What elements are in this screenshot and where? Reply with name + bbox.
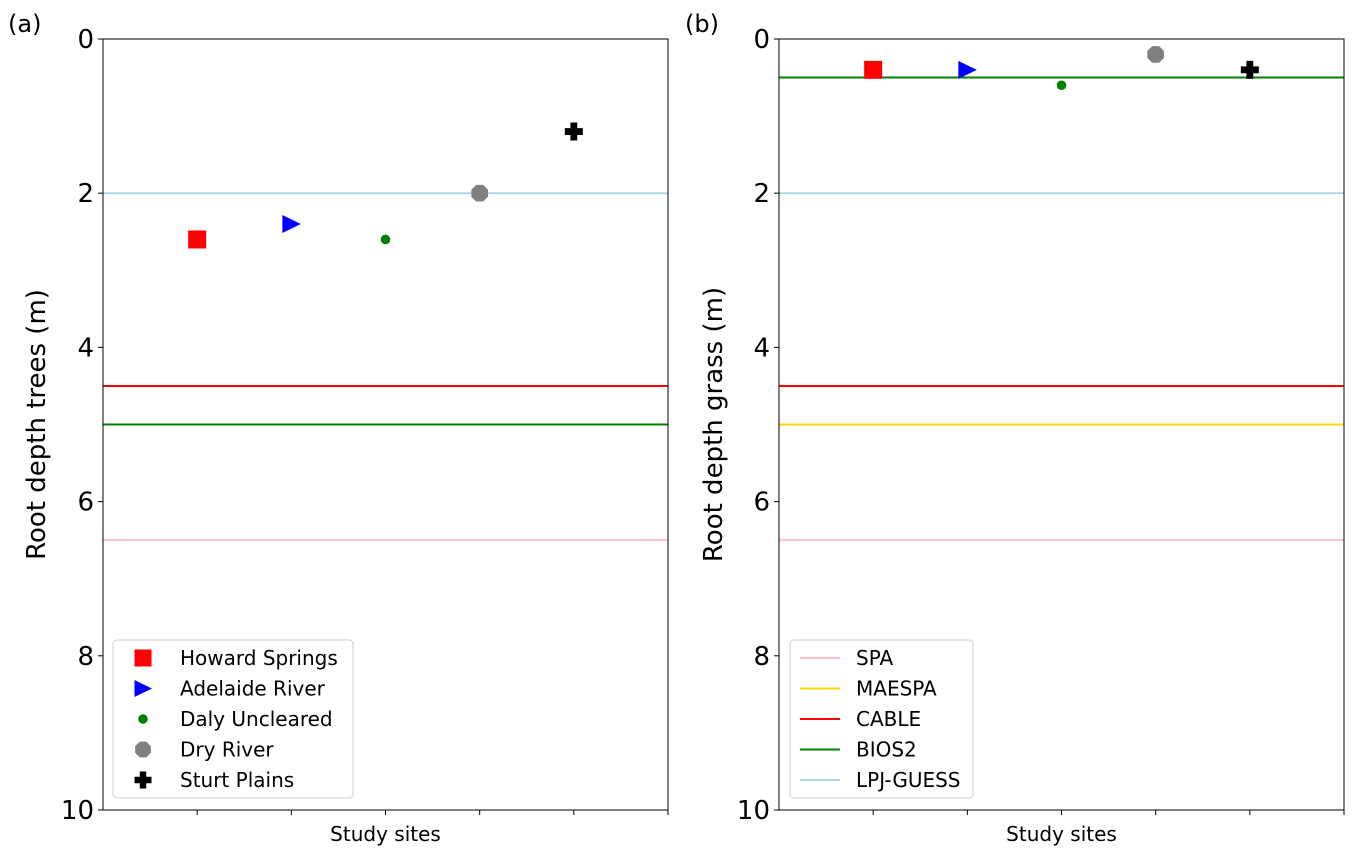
site-marker-sturt-plains — [1240, 60, 1259, 79]
legend-marker-adelaide-river — [134, 680, 152, 697]
y-tick-label: 4 — [753, 333, 770, 363]
y-tick-label: 4 — [77, 333, 94, 363]
y-tick-label: 2 — [753, 179, 770, 209]
legend-marker-howard-springs — [134, 649, 152, 667]
chart-panel-b: 0 2 4 6 8 10 Study sites Root depth grass (m) (b… — [685, 10, 1345, 846]
site-marker-daly-uncleared — [380, 234, 391, 245]
legend-label-maespa: MAESPA — [856, 677, 937, 701]
y-tick-label: 8 — [77, 642, 94, 672]
legend-label-bios2: BIOS2 — [856, 738, 917, 762]
panel-label: (a) — [8, 10, 41, 38]
site-marker-adelaide-river — [958, 60, 977, 79]
panel-label: (b) — [685, 10, 719, 38]
site-marker-dry-river — [471, 184, 488, 202]
y-tick-label: 6 — [77, 488, 94, 518]
legend: Howard Springs Adelaide River Daly Unclear… — [112, 639, 354, 799]
legend-box — [112, 639, 354, 799]
legend-label-daly-uncleared: Daly Uncleared — [180, 707, 333, 731]
site-marker-dry-river — [1147, 46, 1164, 63]
y-axis-label: Root depth trees (m) — [22, 289, 52, 560]
y-axis-label: Root depth grass (m) — [699, 287, 729, 562]
y-tick-label: 0 — [753, 25, 770, 55]
y-tick-label: 2 — [77, 179, 94, 209]
site-marker-daly-uncleared — [1056, 80, 1067, 91]
legend-label-sturt-plains: Sturt Plains — [180, 768, 294, 792]
site-marker-adelaide-river — [282, 215, 301, 234]
legend-marker-sturt-plains — [134, 771, 152, 789]
legend-label-dry-river: Dry River — [180, 738, 274, 762]
legend-marker-dry-river — [135, 741, 151, 758]
y-tick-label: 8 — [753, 642, 770, 672]
legend-box — [789, 639, 974, 799]
x-axis-label: Study sites — [330, 822, 441, 846]
y-tick-label: 10 — [61, 796, 94, 826]
y-tick-label: 0 — [77, 25, 94, 55]
site-marker-sturt-plains — [564, 122, 583, 141]
legend: SPA MAESPA CABLE BIOS2 LPJ-GUESS — [789, 639, 974, 799]
site-marker-howard-springs — [188, 230, 207, 249]
legend-label-adelaide-river: Adelaide River — [180, 677, 326, 701]
legend-label-lpj-guess: LPJ-GUESS — [856, 768, 961, 792]
legend-label-cable: CABLE — [856, 707, 921, 731]
legend-label-howard-springs: Howard Springs — [180, 646, 338, 670]
x-axis-label: Study sites — [1006, 822, 1117, 846]
chart-panel-a: 0 2 4 6 8 10 Study sites Root depth trees (m) (a… — [8, 10, 669, 846]
legend-marker-daly-uncleared — [138, 714, 148, 724]
site-marker-howard-springs — [864, 60, 883, 79]
y-tick-label: 10 — [737, 796, 770, 826]
legend-label-spa: SPA — [856, 646, 893, 670]
y-tick-label: 6 — [753, 488, 770, 518]
